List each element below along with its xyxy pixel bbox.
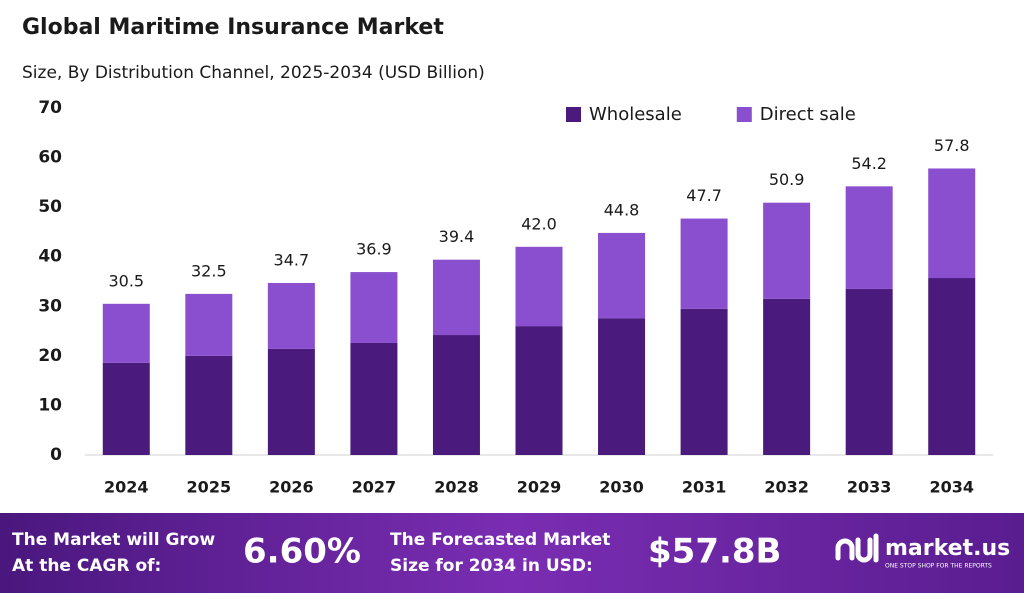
legend-swatch	[736, 107, 752, 122]
x-tick-label: 2029	[517, 478, 562, 497]
chart-title: Global Maritime Insurance Market	[22, 15, 444, 40]
cagr-value: 6.60%	[243, 532, 361, 572]
cagr-label: At the CAGR of:	[12, 556, 161, 576]
bar-segment	[845, 186, 893, 289]
y-tick-label: 30	[38, 296, 62, 316]
total-label: 54.2	[851, 154, 887, 173]
total-label: 30.5	[108, 271, 144, 290]
y-tick-label: 20	[38, 346, 62, 366]
bar-segment	[928, 278, 976, 455]
brand-name: market.us	[885, 536, 1010, 561]
x-tick-label: 2033	[847, 478, 892, 497]
bar-segment	[598, 232, 646, 319]
y-tick-label: 40	[38, 247, 62, 267]
bar-segment	[102, 362, 150, 455]
forecast-value: $57.8B	[648, 532, 781, 572]
bar-segment	[515, 246, 563, 327]
bar-segment	[680, 308, 728, 455]
bar-segment	[350, 342, 398, 455]
bar-segment	[598, 318, 646, 455]
total-label: 39.4	[439, 227, 475, 246]
legend-label: Wholesale	[589, 104, 682, 125]
x-tick-label: 2027	[352, 478, 397, 497]
forecast-label: Size for 2034 in USD:	[390, 556, 593, 576]
forecast-label: The Forecasted Market	[390, 530, 610, 550]
total-label: 47.7	[686, 186, 722, 205]
bar-segment	[845, 288, 893, 455]
brand-logo	[835, 533, 879, 563]
x-tick-label: 2028	[434, 478, 479, 497]
x-tick-label: 2034	[929, 478, 974, 497]
y-tick-label: 70	[38, 98, 62, 118]
bar-segment	[763, 202, 811, 299]
total-label: 57.8	[934, 136, 970, 155]
bar-segment	[350, 272, 398, 343]
x-tick-label: 2031	[682, 478, 727, 497]
legend-swatch	[566, 107, 581, 122]
cagr-label: The Market will Grow	[12, 530, 215, 550]
y-tick-label: 0	[50, 445, 62, 465]
x-tick-label: 2025	[187, 478, 232, 497]
total-label: 34.7	[274, 250, 310, 269]
bar-segment	[267, 348, 315, 455]
bar-segment	[680, 218, 728, 309]
bar-segment	[763, 298, 811, 455]
x-tick-label: 2030	[599, 478, 644, 497]
bar-segment	[185, 293, 233, 356]
total-label: 44.8	[604, 200, 640, 219]
y-tick-label: 50	[38, 197, 62, 217]
legend-label: Direct sale	[760, 104, 856, 125]
bar-segment	[267, 282, 315, 349]
y-tick-label: 60	[38, 148, 62, 168]
x-tick-label: 2032	[764, 478, 809, 497]
x-tick-label: 2024	[104, 478, 149, 497]
y-tick-label: 10	[38, 395, 62, 415]
total-label: 50.9	[769, 170, 805, 189]
total-label: 42.0	[521, 214, 557, 233]
chart-subtitle: Size, By Distribution Channel, 2025-2034…	[22, 63, 485, 83]
bar-segment	[102, 303, 150, 363]
bar-segment	[432, 335, 480, 455]
brand-tagline: ONE STOP SHOP FOR THE REPORTS	[885, 563, 992, 570]
total-label: 36.9	[356, 240, 392, 259]
bar-segment	[432, 259, 480, 336]
bar-segment	[928, 168, 976, 279]
total-label: 32.5	[191, 261, 227, 280]
x-tick-label: 2026	[269, 478, 314, 497]
bar-segment	[185, 355, 233, 455]
bar-segment	[515, 326, 563, 455]
